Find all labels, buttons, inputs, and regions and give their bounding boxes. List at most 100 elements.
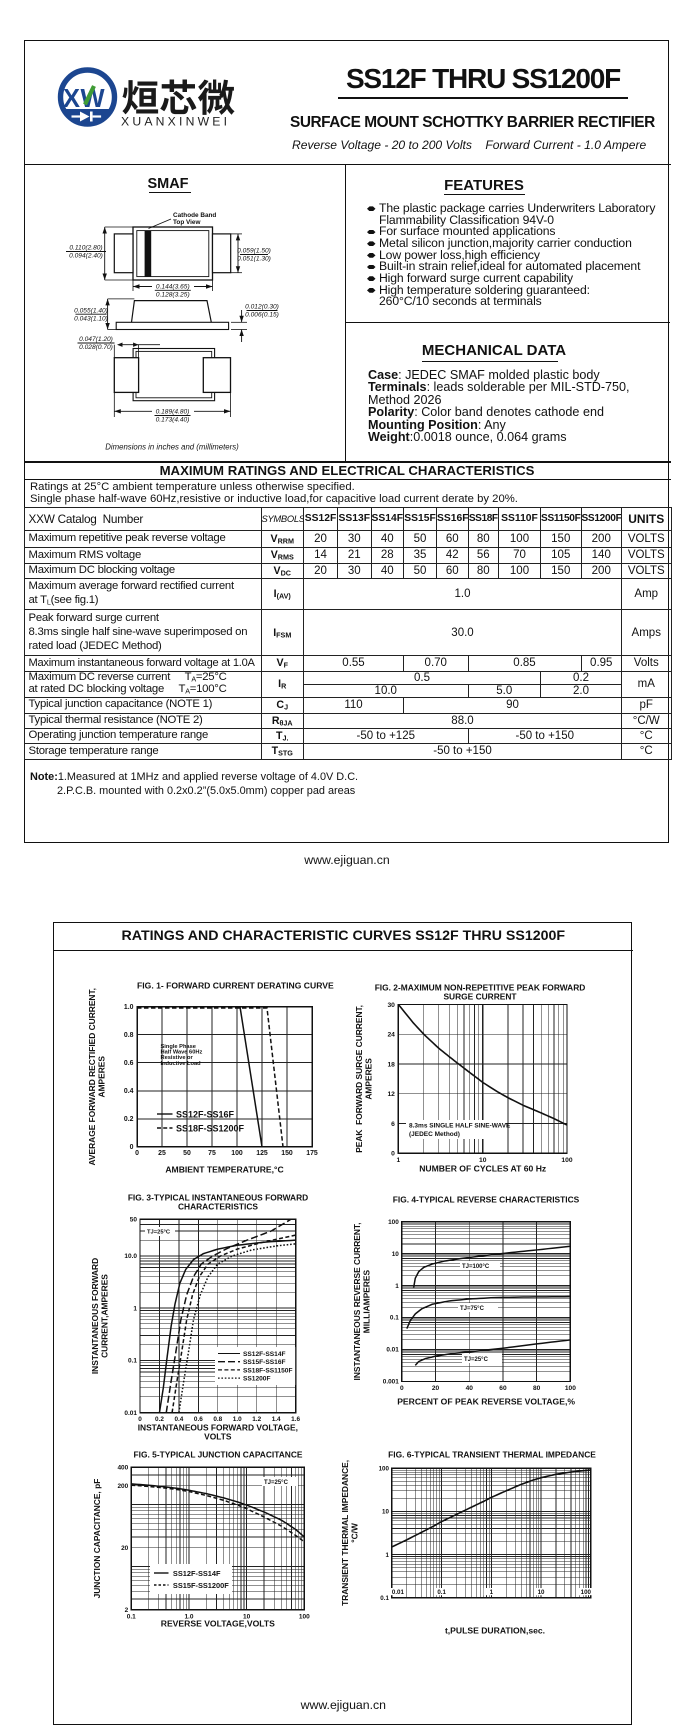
svg-text:100: 100 <box>299 1613 310 1620</box>
svg-text:0.144(3.65): 0.144(3.65) <box>156 284 190 291</box>
svg-text:°C/W: °C/W <box>350 1523 360 1543</box>
svg-text:10: 10 <box>392 1251 400 1258</box>
svg-text:0.012(0.30): 0.012(0.30) <box>245 304 279 311</box>
svg-text:10.0: 10.0 <box>124 1253 137 1260</box>
svg-text:FIG. 6-TYPICAL TRANSIENT THERM: FIG. 6-TYPICAL TRANSIENT THERMAL IMPEDAN… <box>388 1450 596 1460</box>
svg-text:0.1: 0.1 <box>127 1613 136 1620</box>
svg-text:18: 18 <box>387 1061 395 1068</box>
svg-text:1: 1 <box>385 1552 389 1559</box>
svg-text:INSTANTANEOUS FORWARD: INSTANTANEOUS FORWARD <box>90 1258 100 1374</box>
svg-text:1.0: 1.0 <box>233 1416 242 1423</box>
svg-text:1.6: 1.6 <box>291 1416 300 1423</box>
svg-text:AMPERES: AMPERES <box>364 1058 374 1100</box>
svg-text:0: 0 <box>135 1150 139 1157</box>
svg-text:CHARACTERISTICS: CHARACTERISTICS <box>178 1202 258 1212</box>
svg-text:0.2: 0.2 <box>124 1116 134 1123</box>
svg-text:0.110(2.80): 0.110(2.80) <box>69 245 102 252</box>
svg-text:2: 2 <box>125 1607 129 1614</box>
svg-text:10: 10 <box>538 1589 545 1596</box>
svg-text:10: 10 <box>382 1509 389 1516</box>
svg-text:12: 12 <box>387 1091 395 1098</box>
svg-text:0.01: 0.01 <box>124 1410 137 1417</box>
svg-text:0.055(1.40): 0.055(1.40) <box>74 307 108 314</box>
svg-text:0.094(2.40): 0.094(2.40) <box>69 253 103 260</box>
svg-text:0.1: 0.1 <box>380 1595 389 1602</box>
svg-text:X: X <box>63 85 80 113</box>
svg-text:1: 1 <box>397 1157 401 1164</box>
svg-text:8.3ms SINGLE HALF SINE-WAVE: 8.3ms SINGLE HALF SINE-WAVE <box>409 1123 511 1130</box>
svg-text:0.128(3.25): 0.128(3.25) <box>156 292 190 299</box>
svg-text:Dimensions in inches and (mill: Dimensions in inches and (millimeters) <box>105 443 239 452</box>
svg-text:REVERSE VOLTAGE,VOLTS: REVERSE VOLTAGE,VOLTS <box>161 1619 275 1629</box>
svg-text:0.173(4.40): 0.173(4.40) <box>156 417 190 424</box>
svg-text:FIG. 2-MAXIMUM NON-REPETITIVE: FIG. 2-MAXIMUM NON-REPETITIVE PEAK FORWA… <box>375 983 586 993</box>
svg-text:0.8: 0.8 <box>213 1416 222 1423</box>
svg-text:TJ=25°C: TJ=25°C <box>464 1357 489 1363</box>
svg-text:0.4: 0.4 <box>124 1088 134 1095</box>
svg-text:0.001: 0.001 <box>383 1379 399 1386</box>
svg-text:125: 125 <box>256 1150 268 1157</box>
svg-text:SURGE CURRENT: SURGE CURRENT <box>443 992 517 1002</box>
svg-text:100: 100 <box>581 1589 592 1596</box>
svg-text:0.01: 0.01 <box>386 1347 399 1354</box>
svg-text:50: 50 <box>130 1217 138 1224</box>
svg-text:Half Wave 60Hz: Half Wave 60Hz <box>161 1050 203 1056</box>
svg-text:10: 10 <box>479 1157 487 1164</box>
svg-text:10: 10 <box>243 1613 251 1620</box>
svg-text:0.4: 0.4 <box>174 1416 183 1423</box>
svg-text:0.028(0.70): 0.028(0.70) <box>79 344 113 351</box>
svg-text:1: 1 <box>490 1589 494 1596</box>
svg-text:50: 50 <box>183 1150 191 1157</box>
svg-text:0.043(1.10): 0.043(1.10) <box>74 315 108 322</box>
svg-text:100: 100 <box>231 1150 243 1157</box>
svg-text:0.2: 0.2 <box>155 1416 164 1423</box>
svg-text:MILLIAMPERES: MILLIAMPERES <box>362 1269 372 1333</box>
svg-text:JUNCTION CAPACITANCE, pF: JUNCTION CAPACITANCE, pF <box>92 1479 102 1599</box>
svg-text:TJ=100°C: TJ=100°C <box>462 1264 490 1270</box>
svg-text:0: 0 <box>138 1416 142 1423</box>
svg-text:0.1: 0.1 <box>128 1358 137 1365</box>
svg-text:0: 0 <box>391 1151 395 1158</box>
svg-text:100: 100 <box>565 1385 576 1392</box>
svg-text:24: 24 <box>387 1032 395 1039</box>
svg-text:SS15F-SS1200F: SS15F-SS1200F <box>173 1581 229 1590</box>
svg-text:20: 20 <box>432 1385 440 1392</box>
svg-text:400: 400 <box>117 1464 128 1471</box>
svg-text:SS12F-SS16F: SS12F-SS16F <box>176 1109 235 1119</box>
svg-text:TRANSIENT THERMAL IMPEDANCE,: TRANSIENT THERMAL IMPEDANCE, <box>340 1460 350 1606</box>
svg-text:PEAK FORWARD SURGE CURRENT,: PEAK FORWARD SURGE CURRENT, <box>354 1005 364 1153</box>
svg-text:0.6: 0.6 <box>124 1060 134 1067</box>
svg-text:0.047(1.20): 0.047(1.20) <box>79 336 113 343</box>
svg-text:FIG. 1- FORWARD CURRENT DERATI: FIG. 1- FORWARD CURRENT DERATING CURVE <box>137 981 334 991</box>
svg-text:1: 1 <box>395 1283 399 1290</box>
svg-text:SS1200F: SS1200F <box>243 1376 271 1383</box>
svg-text:1.2: 1.2 <box>252 1416 261 1423</box>
svg-text:0.01: 0.01 <box>392 1589 405 1596</box>
svg-text:100: 100 <box>379 1465 390 1472</box>
svg-text:XUANXINWEI: XUANXINWEI <box>121 115 230 129</box>
svg-text:AMPERES: AMPERES <box>97 1056 107 1098</box>
svg-text:AVERAGE FORWARD RECTIFIED CURR: AVERAGE FORWARD RECTIFIED CURRENT, <box>87 988 97 1165</box>
svg-text:PERCENT OF PEAK REVERSE VOLTAG: PERCENT OF PEAK REVERSE VOLTAGE,% <box>397 1397 575 1407</box>
svg-text:t,PULSE DURATION,sec.: t,PULSE DURATION,sec. <box>445 1626 545 1636</box>
svg-text:AMBIENT TEMPERATURE,°C: AMBIENT TEMPERATURE,°C <box>165 1165 283 1175</box>
svg-text:30: 30 <box>387 1002 395 1009</box>
svg-text:0.6: 0.6 <box>194 1416 203 1423</box>
svg-text:0.059(1.50): 0.059(1.50) <box>237 248 271 255</box>
svg-text:175: 175 <box>306 1150 318 1157</box>
svg-text:SS15F-SS16F: SS15F-SS16F <box>243 1359 286 1366</box>
svg-text:TJ=75°C: TJ=75°C <box>460 1306 485 1312</box>
svg-text:SS18F-SS1200F: SS18F-SS1200F <box>176 1123 245 1133</box>
svg-text:0.1: 0.1 <box>390 1315 399 1322</box>
svg-text:TJ=25°C: TJ=25°C <box>147 1230 171 1236</box>
svg-text:FIG. 4-TYPICAL REVERSE CHARACT: FIG. 4-TYPICAL REVERSE CHARACTERISTICS <box>393 1195 580 1205</box>
svg-text:75: 75 <box>208 1150 216 1157</box>
svg-text:VOLTS: VOLTS <box>204 1432 232 1442</box>
svg-text:Top View: Top View <box>173 219 200 226</box>
svg-text:(JEDEC Method): (JEDEC Method) <box>409 1131 460 1138</box>
svg-text:INSTANTANEOUS FORWARD VOLTAGE,: INSTANTANEOUS FORWARD VOLTAGE, <box>138 1423 298 1433</box>
svg-text:SS12F-SS14F: SS12F-SS14F <box>173 1569 221 1578</box>
svg-text:20: 20 <box>121 1545 129 1552</box>
svg-text:1.4: 1.4 <box>272 1416 281 1423</box>
svg-text:0.189(4.80): 0.189(4.80) <box>156 409 190 416</box>
